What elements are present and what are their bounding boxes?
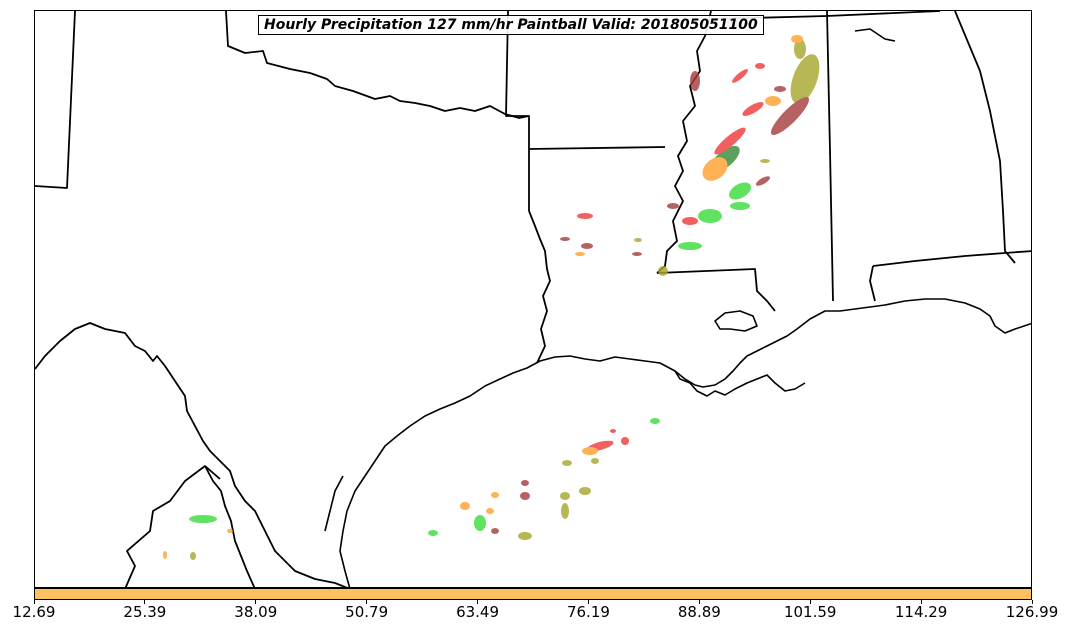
mexico-state-border (124, 465, 221, 587)
precip-cell (650, 418, 660, 424)
precip-cell (474, 515, 486, 531)
red-river-border (225, 11, 530, 119)
precip-cell (632, 252, 642, 256)
precip-cell (560, 237, 570, 241)
precip-cell (591, 458, 599, 464)
colorbar-tick (920, 600, 922, 604)
colorbar-tick-label: 38.09 (234, 603, 278, 621)
mexico-state-border-2 (204, 465, 256, 587)
alabama-georgia-border (954, 11, 1016, 264)
colorbar-tick-label: 50.79 (345, 603, 389, 621)
precip-cell (732, 69, 748, 83)
precip-cell (163, 551, 167, 559)
florida-north-border (872, 250, 1031, 267)
new-mexico-border (35, 11, 76, 189)
precip-cell (760, 159, 770, 163)
precip-cell (702, 157, 728, 181)
precip-cell (189, 515, 217, 523)
precip-cell (667, 203, 679, 209)
precip-cell (765, 96, 781, 106)
precip-cell (227, 529, 233, 533)
sabine-river-border (528, 210, 551, 364)
map-canvas (35, 11, 1031, 587)
map-panel (34, 10, 1032, 588)
colorbar-tick-label: 114.29 (894, 603, 948, 621)
reservoir (854, 28, 896, 42)
precip-cells (163, 19, 820, 560)
colorbar-tick-label: 88.89 (677, 603, 721, 621)
rio-grande-border (35, 322, 348, 587)
precip-cell (491, 492, 499, 498)
precip-cell (562, 460, 572, 466)
precip-cell (561, 503, 569, 519)
louisiana-marsh-coast (674, 370, 806, 397)
louisiana-east-border (656, 268, 776, 312)
precip-cell (790, 54, 820, 104)
map-title: Hourly Precipitation 127 mm/hr Paintball… (258, 15, 764, 35)
precip-cell (729, 182, 751, 200)
coastline (324, 28, 1031, 587)
precip-cell (460, 502, 470, 510)
precip-cell (518, 532, 532, 540)
colorbar-tick (477, 600, 479, 604)
colorbar-tick-label: 25.39 (123, 603, 167, 621)
precip-cell (520, 492, 530, 500)
alabama-florida-west-border (869, 265, 876, 302)
precip-cell (714, 127, 746, 155)
colorbar-tick (33, 600, 35, 604)
colorbar-tick (698, 600, 700, 604)
precip-cell (791, 35, 803, 43)
colorbar-tick (587, 600, 589, 604)
colorbar-tick-label: 12.69 (12, 603, 56, 621)
precip-cell (190, 552, 196, 560)
precip-cell (428, 530, 438, 536)
colorbar-tick (255, 600, 257, 604)
colorbar-tick-label: 126.99 (1005, 603, 1059, 621)
state-borders (35, 11, 1031, 587)
precip-cell (621, 437, 629, 445)
precip-cell (755, 63, 765, 69)
precip-cell (521, 480, 529, 486)
precip-cell (682, 217, 698, 225)
precip-cell (579, 487, 591, 495)
colorbar-tick (1031, 600, 1033, 604)
precip-cell (794, 39, 806, 59)
arkansas-west-border (505, 11, 530, 211)
precip-cell (698, 209, 722, 223)
precip-cell (678, 242, 702, 250)
precip-cell (770, 96, 810, 136)
precip-cell (755, 176, 771, 186)
precip-cell (774, 86, 786, 92)
mississippi-alabama-border (826, 11, 834, 302)
precip-cell (560, 492, 570, 500)
arkansas-south-border (528, 146, 666, 150)
precip-cell (577, 213, 593, 219)
precip-cell (575, 252, 585, 256)
precip-cell (582, 447, 598, 455)
gulf-coastline (339, 298, 1031, 587)
precip-cell (634, 238, 642, 242)
colorbar-tick (809, 600, 811, 604)
colorbar-tick-label: 101.59 (783, 603, 837, 621)
colorbar-tick-label: 63.49 (456, 603, 500, 621)
precip-cell (690, 71, 700, 91)
precip-cell (610, 429, 616, 433)
colorbar-tick-label: 76.19 (566, 603, 610, 621)
precip-cell (491, 528, 499, 534)
precip-cell (658, 266, 668, 276)
lake-pontchartrain (714, 310, 758, 332)
colorbar (34, 588, 1032, 600)
mississippi-river-border (656, 11, 712, 274)
precip-cell (742, 102, 764, 116)
colorbar-tick (144, 600, 146, 604)
precip-cell (486, 508, 494, 514)
barrier-island (324, 475, 344, 532)
colorbar-tick (366, 600, 368, 604)
precip-cell (730, 202, 750, 210)
precip-cell (581, 243, 593, 249)
